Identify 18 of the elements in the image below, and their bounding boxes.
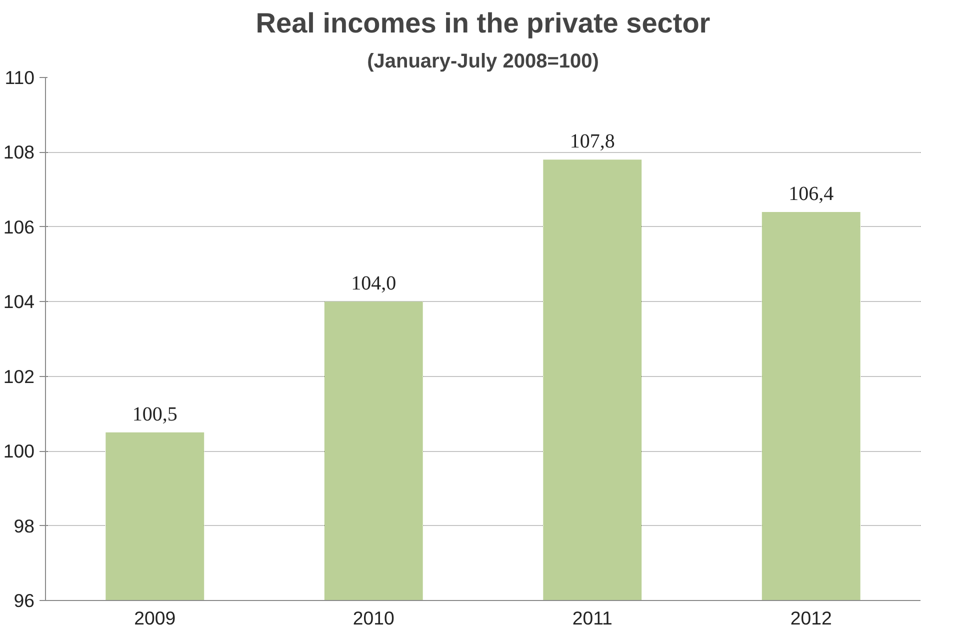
y-tick-label: 104 xyxy=(3,291,35,312)
x-tick-label: 2010 xyxy=(352,608,394,628)
data-label: 104,0 xyxy=(351,272,396,295)
data-label: 107,8 xyxy=(570,130,615,153)
data-label: 106,4 xyxy=(788,182,834,205)
y-tick-label: 110 xyxy=(4,67,35,88)
y-tick-label: 106 xyxy=(3,216,35,238)
y-tick-label: 100 xyxy=(3,440,35,462)
chart-title: Real incomes in the private sector xyxy=(256,8,710,38)
x-tick-label: 2009 xyxy=(134,608,176,628)
y-tick-label: 98 xyxy=(14,515,35,536)
x-tick-label: 2011 xyxy=(572,608,612,628)
y-tick-label: 108 xyxy=(3,142,35,163)
y-tick-label: 102 xyxy=(3,366,35,387)
y-tick-label: 96 xyxy=(14,590,35,611)
x-tick-label: 2012 xyxy=(790,608,832,628)
chart-subtitle: (January-July 2008=100) xyxy=(367,50,599,72)
data-label: 100,5 xyxy=(132,403,178,426)
